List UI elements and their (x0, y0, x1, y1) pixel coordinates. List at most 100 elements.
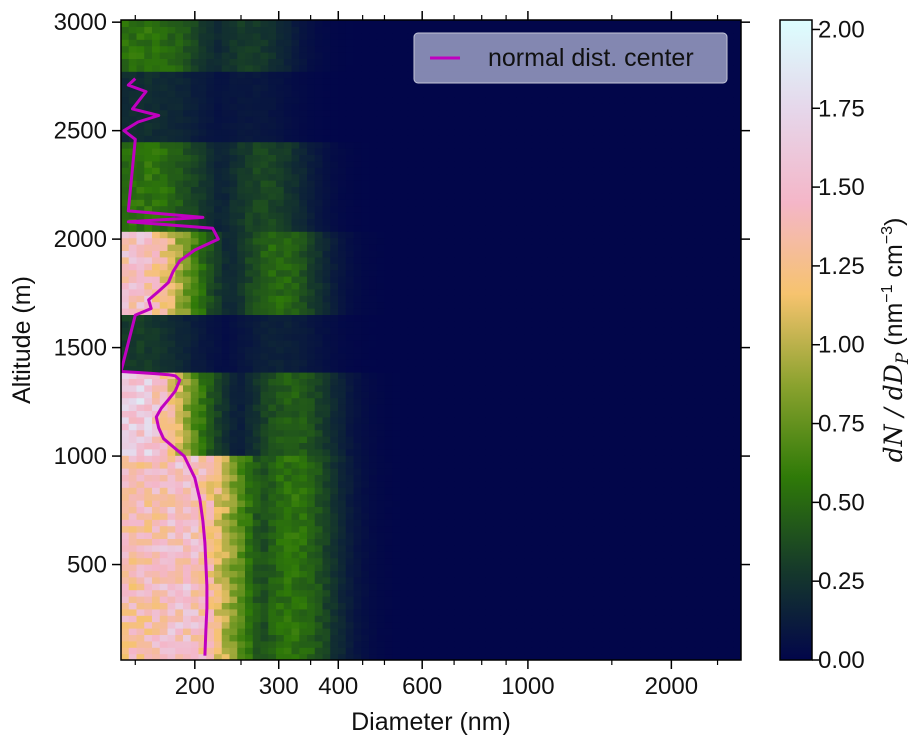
heatmap-cell (586, 557, 595, 565)
heatmap-cell (725, 346, 734, 354)
heatmap-cell (400, 301, 409, 309)
heatmap-cell (330, 544, 339, 552)
heatmap-cell (632, 346, 641, 354)
heatmap-cell (562, 596, 572, 603)
heatmap-cell (392, 442, 401, 450)
heatmap-cell (206, 493, 215, 501)
heatmap-cell (376, 468, 386, 475)
heatmap-cell (663, 512, 672, 520)
heatmap-cell (508, 474, 517, 482)
heatmap-cell (392, 384, 401, 392)
heatmap-cell (632, 320, 641, 328)
heatmap-cell (291, 519, 300, 527)
heatmap-cell (423, 320, 432, 328)
heatmap-cell (609, 346, 618, 354)
heatmap-cell (307, 416, 316, 424)
heatmap-cell (245, 544, 254, 552)
heatmap-cell (183, 576, 192, 584)
heatmap-cell (252, 276, 262, 283)
heatmap-cell (345, 615, 355, 623)
heatmap-cell (121, 327, 130, 335)
heatmap-cell (291, 295, 300, 303)
heatmap-cell (500, 276, 510, 283)
heatmap-cell (679, 615, 688, 623)
heatmap-cell (384, 544, 393, 552)
heatmap-cell (369, 634, 378, 642)
heatmap-cell (237, 512, 246, 520)
heatmap-cell (415, 397, 424, 405)
heatmap-cell (369, 282, 378, 290)
heatmap-cell (291, 333, 300, 341)
heatmap-cell (330, 564, 339, 571)
heatmap-cell (392, 564, 401, 571)
heatmap-cell (268, 570, 277, 578)
heatmap-cell (400, 378, 409, 386)
heatmap-cell (493, 512, 502, 520)
heatmap-cell (531, 436, 541, 443)
heatmap-cell (524, 308, 533, 315)
heatmap-cell (485, 288, 494, 296)
heatmap-cell (624, 647, 634, 655)
heatmap-cell (152, 621, 161, 629)
heatmap-cell (671, 365, 680, 373)
heatmap-cell (686, 551, 696, 559)
heatmap-cell (446, 608, 455, 616)
heatmap-cell (516, 532, 525, 539)
heatmap-cell (423, 308, 432, 315)
heatmap-cell (330, 288, 339, 296)
heatmap-cell (252, 308, 262, 315)
heatmap-cell (694, 564, 703, 571)
heatmap-cell (144, 647, 153, 655)
heatmap-cell (640, 442, 649, 450)
heatmap-cell (384, 608, 393, 616)
heatmap-cell (446, 544, 455, 552)
heatmap-cell (152, 352, 161, 360)
heatmap-cell (159, 538, 169, 546)
heatmap-cell (214, 346, 223, 354)
heatmap-cell (539, 602, 548, 610)
heatmap-cell (384, 653, 393, 660)
heatmap-cell (648, 506, 657, 514)
heatmap-cell (679, 544, 688, 552)
heatmap-cell (570, 640, 579, 648)
heatmap-cell (539, 359, 548, 367)
heatmap-cell (322, 647, 331, 655)
heatmap-cell (454, 288, 463, 296)
heatmap-cell (167, 455, 176, 463)
heatmap-cell (330, 640, 339, 648)
heatmap-cell (539, 308, 548, 315)
heatmap-cell (175, 480, 184, 488)
heatmap-cell (400, 352, 409, 360)
heatmap-cell (206, 288, 215, 296)
heatmap-cell (190, 455, 200, 463)
heatmap-cell (128, 404, 138, 411)
heatmap-cell (407, 365, 417, 373)
heatmap-cell (671, 615, 680, 623)
heatmap-cell (555, 461, 564, 469)
heatmap-cell (624, 621, 634, 629)
heatmap-cell (152, 519, 161, 527)
heatmap-cell (601, 468, 610, 475)
heatmap-cell (586, 263, 595, 271)
heatmap-cell (485, 410, 494, 418)
heatmap-cell (144, 653, 153, 660)
heatmap-cell (717, 346, 727, 354)
heatmap-cell (531, 455, 541, 463)
heatmap-cell (547, 391, 556, 399)
heatmap-cell (206, 589, 215, 597)
heatmap-cell (353, 596, 362, 603)
heatmap-cell (376, 634, 386, 642)
heatmap-cell (578, 333, 587, 341)
heatmap-cell (407, 397, 417, 405)
heatmap-cell (369, 448, 378, 456)
heatmap-cell (214, 551, 223, 559)
heatmap-cell (493, 525, 502, 533)
heatmap-cell (283, 320, 293, 328)
heatmap-cell (400, 448, 409, 456)
heatmap-cell (632, 365, 641, 373)
heatmap-cell (671, 346, 680, 354)
heatmap-cell (167, 282, 176, 290)
heatmap-cell (400, 551, 409, 559)
heatmap-cell (431, 276, 440, 283)
heatmap-cell (229, 640, 238, 648)
